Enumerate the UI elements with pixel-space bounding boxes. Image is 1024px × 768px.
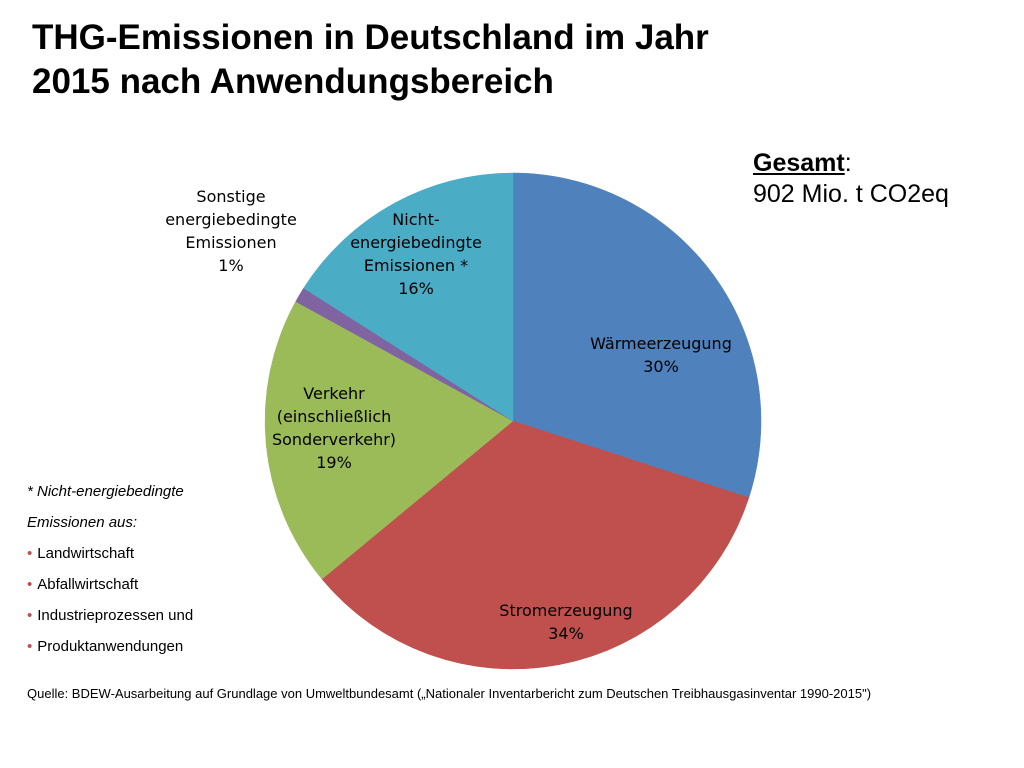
pie-labels: Wärmeerzeugung 30% Stromerzeugung 34% Verkeh… xyxy=(165,187,732,643)
slice-name-label: energiebedingte xyxy=(165,210,297,229)
pie-slices xyxy=(264,172,762,670)
slice-label: Sonstige energiebedingte Emissionen 1% xyxy=(165,187,297,275)
slice-label: Verkehr (einschließlich Sonderverkehr) 19% xyxy=(272,384,396,472)
total-label: Gesamt xyxy=(753,149,845,177)
slice-label: Stromerzeugung 34% xyxy=(499,601,632,643)
slice-name-label: Emissionen * xyxy=(364,256,468,275)
bullet-icon: • xyxy=(27,607,33,624)
footnote: * Nicht-energiebedingte Emissionen aus: … xyxy=(27,476,193,662)
footnote-item: • Produktanwendungen xyxy=(27,631,193,662)
footnote-item: • Abfallwirtschaft xyxy=(27,569,193,600)
bullet-icon: • xyxy=(27,545,33,562)
slice-percent-label: 16% xyxy=(398,279,434,298)
slice-name-label: Sonstige xyxy=(196,187,265,206)
slice-percent-label: 1% xyxy=(218,256,243,275)
slice-percent-label: 34% xyxy=(548,624,584,643)
slice-name-label: Emissionen xyxy=(185,233,276,252)
slice-name-label: Sonderverkehr) xyxy=(272,430,396,449)
footnote-item-text: Landwirtschaft xyxy=(37,545,134,562)
chart-title-line-2: 2015 nach Anwendungsbereich xyxy=(32,62,554,101)
slice-name-label: Stromerzeugung xyxy=(499,601,632,620)
slice-label: Nicht-energiebedingte Emissionen * 16% xyxy=(350,210,482,298)
pie-slice xyxy=(321,420,750,670)
source-note: Quelle: BDEW-Ausarbeitung auf Grundlage … xyxy=(27,686,872,701)
pie-slice xyxy=(512,172,762,498)
slice-name-label: Wärmeerzeugung xyxy=(590,334,732,353)
pie-slice xyxy=(303,172,514,422)
footnote-item-text: Produktanwendungen xyxy=(37,638,184,655)
total-label-colon: : xyxy=(844,149,852,177)
total-label-row: Gesamt: xyxy=(753,148,949,179)
chart-title-line-1: THG-Emissionen in Deutschland im Jahr xyxy=(32,18,709,57)
bullet-icon: • xyxy=(27,576,33,593)
footnote-item: • Industrieprozessen und xyxy=(27,600,193,631)
chart-title: THG-Emissionen in Deutschland im Jahr 20… xyxy=(32,16,792,104)
slice-name-label: (einschließlich xyxy=(277,407,392,426)
footnote-item-text: Abfallwirtschaft xyxy=(37,576,139,593)
slice-name-label: Verkehr xyxy=(303,384,365,403)
footnote-item: • Landwirtschaft xyxy=(27,538,193,569)
footnote-line-1: * Nicht-energiebedingte xyxy=(27,483,184,500)
total-value: 902 Mio. t CO2eq xyxy=(753,180,949,208)
slice-percent-label: 19% xyxy=(316,453,352,472)
footnote-list: • Landwirtschaft • Abfallwirtschaft • Indus… xyxy=(27,538,193,662)
total-emissions: Gesamt: 902 Mio. t CO2eq xyxy=(753,148,949,210)
slice-name-label: Nicht- xyxy=(392,210,439,229)
bullet-icon: • xyxy=(27,638,33,655)
footnote-line-2: Emissionen aus: xyxy=(27,514,138,531)
slice-name-label: energiebedingte xyxy=(350,233,482,252)
slice-label: Wärmeerzeugung 30% xyxy=(590,334,732,376)
slice-percent-label: 30% xyxy=(643,357,679,376)
pie-slice xyxy=(264,301,514,580)
footnote-item-text: Industrieprozessen und xyxy=(37,607,194,624)
